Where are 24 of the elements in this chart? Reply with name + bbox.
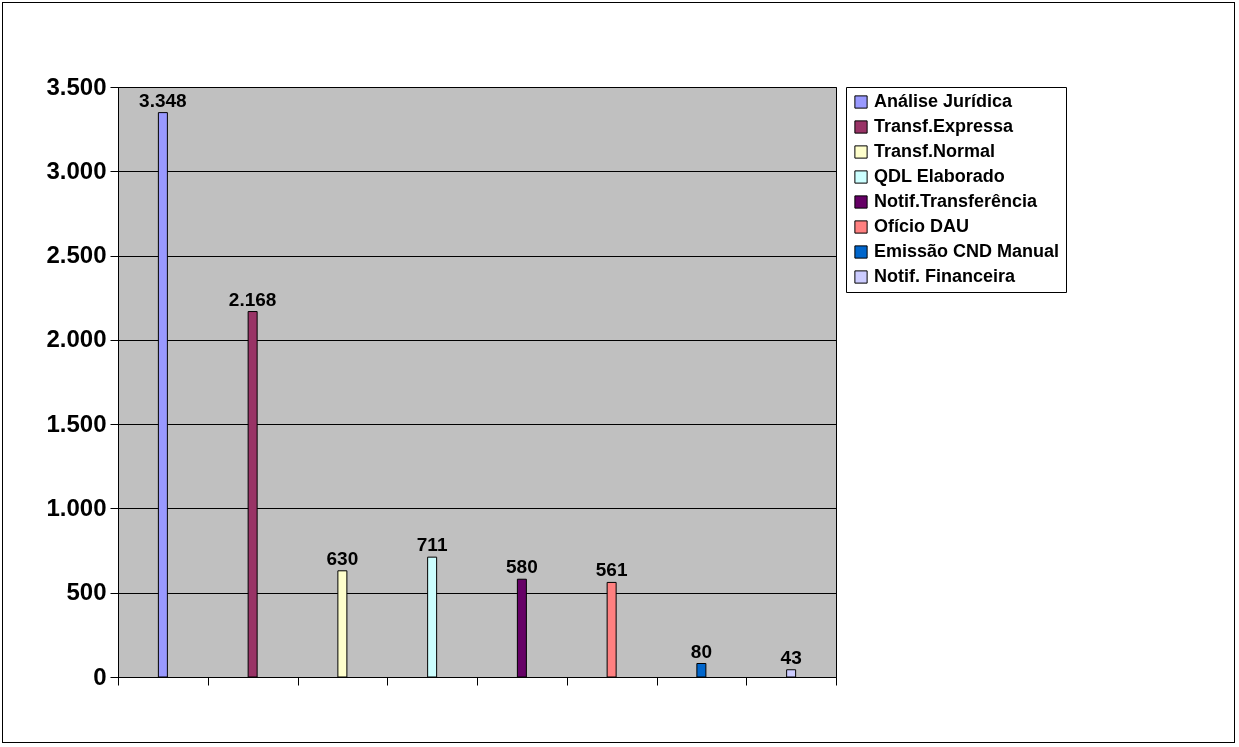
y-tick-label: 2.000	[46, 325, 107, 353]
y-tick-label: 3.500	[46, 72, 107, 100]
legend-label: QDL Elaborado	[874, 166, 1005, 186]
y-tick-label: 2.500	[46, 241, 107, 269]
y-tick-label: 1.500	[46, 409, 107, 437]
legend-label: Emissão CND Manual	[874, 241, 1060, 261]
legend-label: Notif.Transferência	[874, 191, 1039, 211]
data-label: 2.168	[228, 288, 277, 310]
y-tick-label: 0	[93, 662, 107, 690]
legend-label: Ofício DAU	[874, 216, 970, 236]
data-label: 80	[690, 640, 712, 662]
data-label: 43	[780, 646, 802, 668]
y-tick-label: 1.000	[46, 493, 107, 521]
data-label: 711	[416, 534, 448, 556]
data-label: 561	[595, 559, 628, 581]
legend-label: Transf.Expressa	[874, 116, 1015, 136]
legend-label: Notif. Financeira	[874, 266, 1017, 286]
data-label: 580	[506, 556, 538, 578]
data-label: 630	[326, 547, 359, 569]
y-tick-label: 500	[66, 578, 107, 606]
y-tick-label: 3.000	[46, 156, 107, 184]
data-label: 3.348	[139, 89, 187, 111]
legend-label: Transf.Normal	[874, 141, 996, 161]
legend-label: Análise Jurídica	[874, 91, 1014, 111]
